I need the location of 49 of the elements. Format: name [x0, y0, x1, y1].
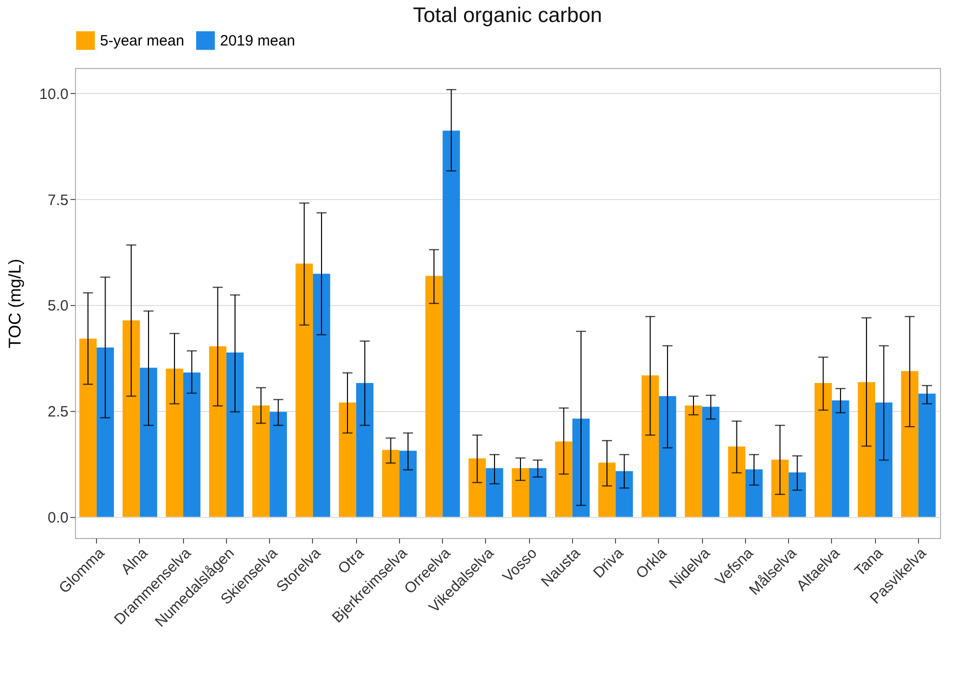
bar — [166, 368, 184, 517]
bar — [399, 450, 417, 517]
y-axis-title: TOC (mg/L) — [5, 258, 24, 348]
legend-label: 5-year mean — [100, 32, 184, 50]
bar — [96, 347, 114, 517]
bar — [745, 469, 763, 517]
bar — [858, 382, 876, 517]
bar — [270, 412, 287, 517]
bar — [140, 368, 158, 517]
bar — [425, 276, 443, 517]
bar — [642, 375, 659, 517]
bar — [658, 396, 676, 517]
bar — [183, 372, 200, 517]
bar — [616, 471, 633, 517]
bar — [901, 371, 918, 517]
bar — [356, 383, 374, 517]
bar — [252, 405, 270, 517]
bar — [918, 394, 936, 517]
bar — [122, 320, 140, 517]
bar — [468, 458, 486, 517]
y-tick-label: 0.0 — [48, 509, 68, 526]
bar — [788, 472, 806, 517]
bar — [312, 274, 330, 517]
bar — [572, 418, 590, 517]
bar — [296, 264, 313, 517]
y-tick-label: 2.5 — [48, 403, 68, 420]
bar — [728, 446, 746, 517]
y-tick-label: 7.5 — [48, 192, 68, 209]
bar — [598, 462, 616, 517]
bar — [226, 352, 244, 517]
bar — [338, 402, 356, 517]
bar — [209, 346, 226, 517]
chart-title: Total organic carbon — [412, 4, 602, 27]
y-tick-label: 5.0 — [48, 298, 68, 315]
bar — [832, 400, 850, 517]
bar — [875, 402, 892, 517]
bar — [771, 460, 789, 517]
bar — [486, 468, 504, 517]
bar — [684, 405, 702, 517]
bar — [382, 450, 400, 517]
legend-label: 2019 mean — [220, 32, 296, 50]
bar — [79, 338, 97, 517]
bar — [512, 468, 530, 517]
bar — [442, 130, 460, 517]
bar — [814, 383, 832, 517]
bar — [702, 406, 720, 517]
bar — [555, 441, 572, 517]
y-tick-label: 10.0 — [39, 86, 68, 103]
bar — [529, 468, 546, 517]
